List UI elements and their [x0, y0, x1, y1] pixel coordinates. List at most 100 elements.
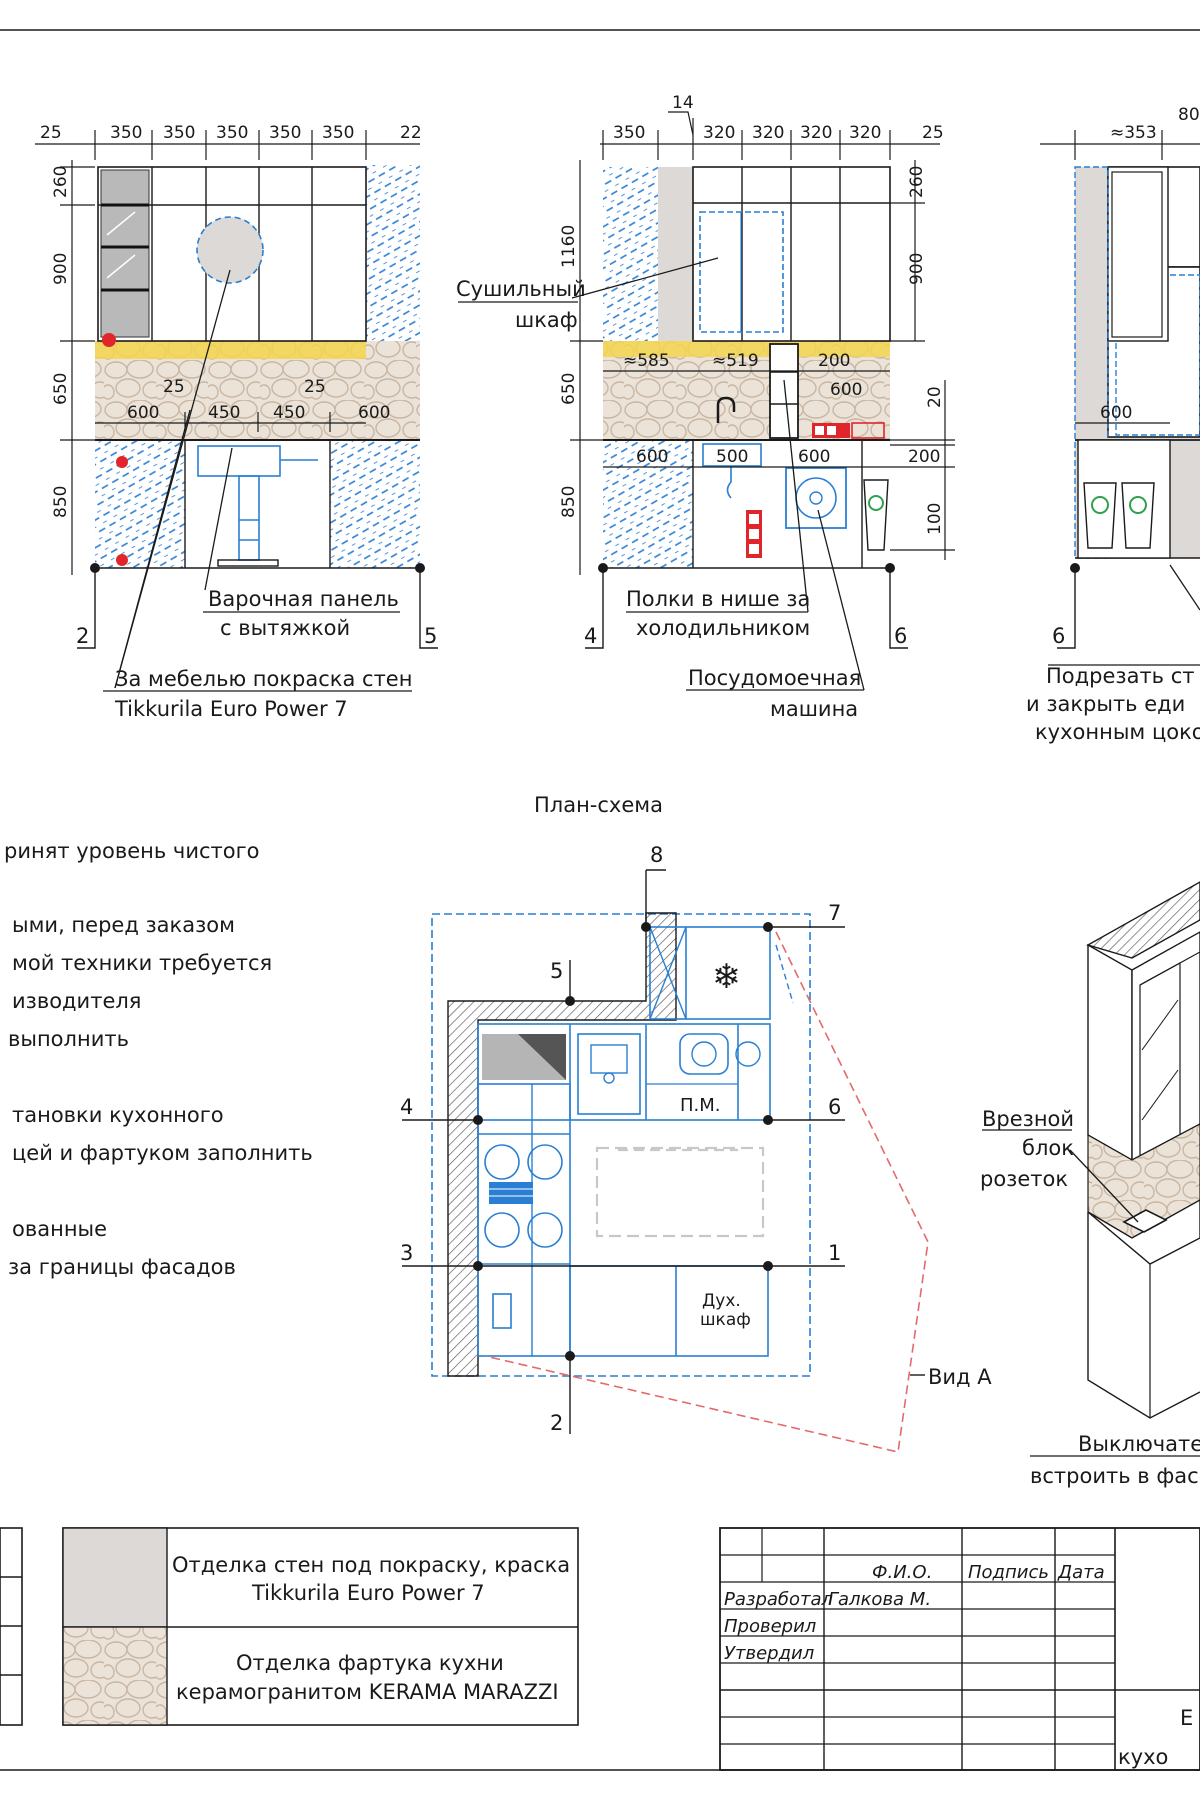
dim-top-l-2: 350 — [110, 123, 142, 143]
dim-top-l-7: 22 — [400, 123, 422, 143]
note-switch-2: встроить в фас — [1030, 1464, 1199, 1488]
isometric-view — [982, 881, 1200, 1457]
tb-big-fragment: Е — [1180, 1706, 1193, 1730]
notes-block: ринят уровень чистого ыми, перед заказом… — [4, 839, 313, 1279]
upper-cabinets-left — [97, 166, 367, 342]
dim-vert-m-900: 900 — [907, 253, 927, 285]
plan-walls — [447, 912, 677, 1377]
socket-dot-1 — [102, 333, 116, 347]
note-shelves-1: Полки в нише за — [626, 587, 810, 611]
right-wall-cab — [1107, 166, 1169, 342]
dim-lower-m-3: 600 — [798, 447, 830, 467]
dim-top-l-1: 25 — [40, 123, 62, 143]
legend-paint-2: Tikkurila Euro Power 7 — [251, 1581, 485, 1605]
dim-mid-l-1: 600 — [127, 403, 159, 423]
dim-top-m-1: 350 — [613, 123, 645, 143]
plan-oven-label-2: шкаф — [700, 1310, 751, 1330]
dim-vert-m-850: 850 — [559, 486, 579, 518]
tb-role-3: Утвердил — [724, 1643, 814, 1664]
legend-paint-1: Отделка стен под покраску, краска — [172, 1553, 570, 1577]
dim-top-m-6: 25 — [922, 123, 944, 143]
note-dishwasher-2: машина — [770, 697, 858, 721]
dim-top-m-5: 320 — [849, 123, 881, 143]
tb-col-sign: Подпись — [968, 1562, 1049, 1583]
note-socket-3: розеток — [980, 1167, 1068, 1191]
dim-top-l-3: 350 — [163, 123, 195, 143]
wall-hatch-left — [95, 440, 185, 568]
notes-line-1: ринят уровень чистого — [4, 839, 260, 863]
dim-apron-m-3: 200 — [818, 351, 850, 371]
dim-vert-m-260: 260 — [907, 166, 927, 198]
recycle-bin-mid — [863, 479, 889, 551]
socket-dot-3 — [116, 554, 128, 566]
led-strip-left — [95, 341, 366, 359]
paint-column-mid — [658, 167, 693, 341]
plan-oven-label-1: Дух. — [702, 1291, 741, 1311]
dim-lower-m-1: 600 — [636, 447, 668, 467]
niche-shelves — [769, 343, 799, 439]
dim-top-m-4: 320 — [800, 123, 832, 143]
sink-left — [197, 445, 281, 477]
washing-machine — [785, 467, 847, 529]
tb-title-fragment: кухо — [1118, 1745, 1168, 1769]
elevation-middle-labels: 14 350 320 320 320 320 25 1160 650 850 2… — [456, 93, 945, 721]
plan-axis-3: 3 — [400, 1241, 413, 1265]
note-plinth-3: кухонным цоко — [1035, 720, 1200, 744]
title-block-labels: Ф.И.О. Подпись Дата Разработал Галкова М… — [724, 1562, 1193, 1769]
plan-scheme: ❄ П.М. Дух. шкаф — [402, 869, 929, 1453]
notes-line-4: изводителя — [12, 989, 141, 1013]
dim-vert-m-100: 100 — [925, 503, 945, 535]
dim-top-m-2: 320 — [703, 123, 735, 143]
dim-vert-m-20: 20 — [925, 386, 945, 408]
elevation-right — [1040, 130, 1200, 666]
plan-title: План-схема — [534, 793, 663, 817]
led-strip-mid — [603, 341, 890, 357]
legend-labels: Отделка стен под покраску, краска Tikkur… — [172, 1553, 570, 1704]
wall-hatch-upper-right — [366, 165, 420, 341]
plan-view-a: Вид А — [928, 1365, 992, 1389]
dim-mid-l-25a: 25 — [163, 377, 185, 397]
dim-vert-l-2: 900 — [51, 253, 71, 285]
notes-line-5: выполнить — [8, 1027, 129, 1051]
elevation-left-labels: 25 350 350 350 350 350 22 260 900 650 85… — [40, 123, 437, 721]
legend-apron-2: керамогранитом KERAMA MARAZZI — [176, 1680, 559, 1704]
plan-dw-label: П.М. — [680, 1095, 721, 1116]
plan-axis-4: 4 — [400, 1095, 413, 1119]
dim-mid-l-25b: 25 — [304, 377, 326, 397]
wall-hatch-mid-lower — [603, 440, 693, 568]
axis-label-6-right: 6 — [1052, 624, 1065, 648]
iso-socket-block — [1122, 1209, 1168, 1233]
notes-line-9: за границы фасадов — [8, 1255, 236, 1279]
plan-hob-4 — [527, 1212, 563, 1248]
dim-top-l-6: 350 — [322, 123, 354, 143]
iso-labels: Врезной блок розеток Выключате встроить … — [980, 1107, 1200, 1488]
note-paint-2: Tikkurila Euro Power 7 — [114, 697, 348, 721]
dim-vert-m-1160: 1160 — [559, 225, 579, 268]
dim-top-r-1: ≈353 — [1110, 123, 1157, 143]
tb-name-1: Галкова М. — [828, 1589, 931, 1610]
dim-vert-m-650: 650 — [559, 373, 579, 405]
view-a-sector — [484, 931, 929, 1453]
plan-axis-2: 2 — [550, 1411, 563, 1435]
note-shelves-2: холодильником — [636, 616, 810, 640]
elevation-middle — [458, 111, 955, 691]
notes-line-7: цей и фартуком заполнить — [12, 1141, 313, 1165]
iso-upper-cabinet — [1087, 943, 1133, 1162]
sink-mid — [702, 443, 762, 467]
dim-mid-l-3: 450 — [273, 403, 305, 423]
axis-label-6-mid: 6 — [894, 624, 907, 648]
plan-boundary — [431, 913, 811, 1377]
plan-axis-1: 1 — [828, 1241, 841, 1265]
note-socket-1: Врезной — [982, 1107, 1074, 1131]
wall-hatch-right — [330, 440, 420, 568]
note-paint-1: За мебелью покраска стен — [115, 667, 412, 691]
tb-role-1: Разработал — [724, 1589, 833, 1610]
dim-lower-r: 600 — [1100, 403, 1132, 423]
note-plinth-2: и закрыть еди — [1026, 692, 1185, 716]
plan-axis-7: 7 — [828, 901, 841, 925]
plan-island — [595, 1146, 765, 1238]
plan-axis-6: 6 — [828, 1095, 841, 1119]
dim-mid-14: 14 — [672, 93, 694, 113]
dim-vert-l-4: 850 — [51, 486, 71, 518]
